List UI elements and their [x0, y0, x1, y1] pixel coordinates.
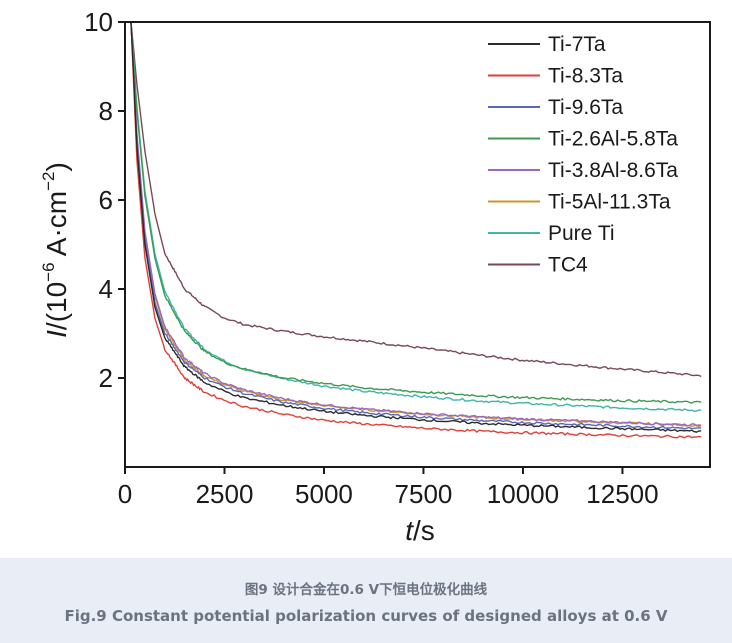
- legend-label: Ti-8.3Ta: [548, 65, 623, 88]
- x-axis-title: t/s: [405, 515, 435, 546]
- x-tick-label: 10000: [487, 479, 559, 509]
- series-line-ti-3-8al-8-6ta: [130, 22, 702, 427]
- series-line-ti-2-6al-5-8ta: [130, 22, 702, 404]
- caption-chinese: 图9 设计合金在0.6 V下恒电位极化曲线: [244, 582, 488, 598]
- ticks-layer: 0 2500 5000 7500 10000 12500 2 4 6 8 10: [84, 7, 659, 509]
- legend-label: Ti-9.6Ta: [548, 96, 623, 119]
- polarization-chart: 0 2500 5000 7500 10000 12500 2 4 6 8 10 Ti-7Ta Ti-8…: [39, 7, 711, 546]
- series-line-ti-9-6ta: [130, 22, 702, 430]
- y-axis-title: I/(10−6 A·cm−2): [39, 162, 72, 338]
- series-line-pure-ti: [130, 22, 702, 412]
- x-tick-label: 5000: [295, 479, 353, 509]
- x-tick-label: 0: [118, 479, 132, 509]
- x-tick-label: 2500: [196, 479, 254, 509]
- legend: Ti-7Ta Ti-8.3Ta Ti-9.6Ta Ti-2.6Al-5.8Ta Ti-3…: [488, 33, 678, 277]
- figure-caption: 图9 设计合金在0.6 V下恒电位极化曲线 Fig.9 Constant pot…: [0, 558, 732, 643]
- y-tick-label: 10: [84, 7, 113, 37]
- series-line-ti-7ta: [130, 22, 702, 433]
- legend-label: Ti-2.6Al-5.8Ta: [548, 128, 678, 151]
- series-layer: [130, 22, 702, 439]
- legend-label: TC4: [548, 254, 588, 277]
- legend-label: Ti-5Al-11.3Ta: [548, 191, 671, 214]
- y-tick-label: 4: [99, 274, 113, 304]
- x-tick-label: 12500: [586, 479, 658, 509]
- chart-figure: 0 2500 5000 7500 10000 12500 2 4 6 8 10 Ti-7Ta Ti-8…: [39, 7, 711, 546]
- y-tick-label: 6: [99, 185, 113, 215]
- x-tick-label: 7500: [395, 479, 453, 509]
- legend-label: Ti-7Ta: [548, 33, 606, 56]
- legend-label: Pure Ti: [548, 222, 615, 245]
- y-tick-label: 8: [99, 96, 113, 126]
- plot-frame: [124, 21, 711, 468]
- legend-label: Ti-3.8Al-8.6Ta: [548, 159, 678, 182]
- series-line-tc4: [130, 22, 702, 378]
- series-line-ti-8-3ta: [130, 22, 702, 439]
- caption-english: Fig.9 Constant potential polarization cu…: [64, 607, 668, 625]
- y-tick-label: 2: [99, 363, 113, 393]
